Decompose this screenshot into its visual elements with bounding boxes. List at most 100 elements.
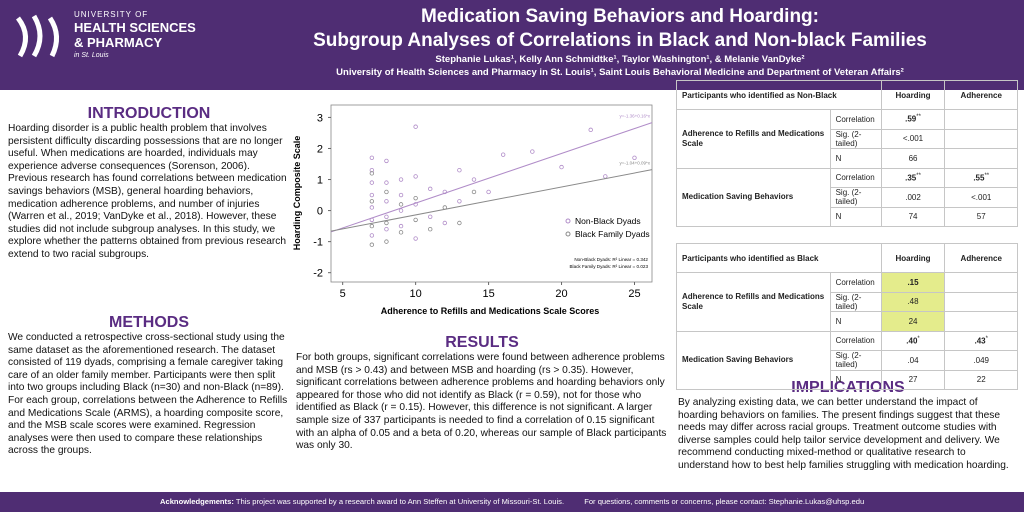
point — [369, 233, 375, 238]
title: Subgroup Analyses of Correlations in Bla… — [313, 30, 927, 51]
point — [457, 199, 462, 204]
plot-area — [330, 104, 653, 283]
stat-label: Sig. (2-tailed) — [829, 187, 882, 208]
point — [369, 155, 375, 160]
stat-label: Correlation — [829, 272, 882, 293]
table: Participants who identified as Non-Black… — [676, 80, 1018, 227]
row: Sig. (2-tailed) .04 .049 — [677, 350, 1018, 371]
x-tick-label: 5 — [340, 288, 346, 300]
chart: Hoarding Composite Scale Adherence to Re… — [292, 104, 653, 316]
point — [384, 220, 389, 226]
value-text: .04 — [907, 355, 919, 365]
value-text: 74 — [908, 212, 918, 222]
value-text: .15 — [907, 277, 919, 287]
point — [442, 220, 448, 226]
significance: * — [985, 335, 988, 342]
row: Adherence to Refills and Medications Sca… — [676, 109, 1018, 169]
stat-label: Sig. (2-tailed) — [829, 128, 882, 149]
point — [398, 202, 404, 207]
logo-line: in St. Louis — [74, 52, 109, 59]
point — [384, 158, 389, 164]
table: Participants who identified as Black Hoar… — [676, 243, 1018, 390]
value-cell — [944, 148, 1018, 169]
value-text: <.001 — [902, 134, 924, 144]
value-cell: .48 — [880, 291, 946, 312]
point — [384, 239, 389, 244]
row: N 66 — [677, 148, 1018, 169]
group-label: Medication Saving Behaviors — [676, 330, 831, 390]
value-cell: .04 — [880, 350, 946, 371]
y-tick-label: 3 — [317, 112, 323, 124]
value-text: .43 — [974, 336, 986, 346]
legend-label: Non-Black Dyads — [575, 216, 641, 226]
y-tick-label: 2 — [317, 143, 323, 155]
value-text: .049 — [973, 355, 990, 365]
point — [398, 230, 404, 235]
title: Medication Saving Behaviors and Hoarding… — [420, 6, 819, 27]
logo-line: HEALTH SCIENCES — [74, 20, 196, 35]
value-cell: .59** — [880, 109, 946, 130]
x-tick-label: 25 — [628, 288, 640, 300]
x-axis-label: Adherence to Refills and Medications Sca… — [381, 306, 600, 316]
stat-label: Correlation — [829, 109, 882, 130]
value-cell: <.001 — [880, 128, 946, 149]
value-text: 24 — [908, 316, 918, 326]
y-axis-label: Hoarding Composite Scale — [292, 136, 302, 251]
header-cell: Adherence — [944, 80, 1018, 110]
paragraph: By analyzing existing data, we can bette… — [678, 397, 1009, 471]
point — [559, 164, 564, 170]
affiliations: University of Health Sciences and Pharma… — [336, 67, 904, 78]
value-cell — [944, 291, 1018, 312]
point — [457, 220, 462, 226]
point — [398, 192, 404, 198]
point — [413, 195, 418, 201]
point — [384, 199, 389, 204]
stat-label: Sig. (2-tailed) — [829, 350, 882, 371]
trendline — [330, 169, 653, 232]
point — [428, 214, 433, 219]
stat-label: Sig. (2-tailed) — [829, 291, 882, 312]
value-cell: .002 — [880, 187, 946, 208]
row: Medication Saving Behaviors Correlation .4… — [676, 330, 1018, 390]
legend-label: Black Family Dyads — [575, 229, 650, 239]
logo-line: UNIVERSITY OF — [74, 10, 149, 19]
point — [588, 127, 593, 133]
value-cell — [944, 311, 1018, 332]
value-cell — [944, 128, 1018, 149]
point — [369, 205, 375, 210]
contact: For questions, comments or concerns, ple… — [584, 497, 865, 506]
point — [369, 223, 375, 229]
value-text: .59 — [905, 115, 917, 125]
point — [457, 168, 462, 173]
row: Adherence to Refills and Medications Sca… — [676, 272, 1018, 332]
point — [442, 189, 448, 195]
x-tick-label: 15 — [482, 288, 494, 300]
point — [384, 227, 389, 232]
annotation: Black Family Dyads: R² Linear = 0.023 — [569, 264, 648, 269]
point — [428, 227, 433, 232]
stat-label: N — [829, 206, 882, 227]
ack-text: This project was supported by a research… — [235, 497, 565, 506]
value-text: 66 — [908, 153, 918, 163]
value-cell: 57 — [944, 206, 1018, 227]
point — [413, 202, 418, 207]
value-cell: .35** — [880, 167, 946, 188]
annotation: Non-Black Dyads: R² Linear = 0.342 — [574, 257, 648, 262]
point — [398, 208, 404, 213]
legend-marker — [565, 231, 571, 237]
value-cell — [944, 109, 1018, 130]
point — [413, 174, 418, 179]
significance: ** — [984, 172, 990, 179]
point — [369, 171, 375, 176]
significance: * — [917, 335, 920, 342]
methods: METHODS We conducted a retrospective cro… — [8, 314, 290, 458]
stat-label: Correlation — [829, 330, 882, 351]
point — [369, 192, 375, 198]
value-cell: 66 — [880, 148, 946, 169]
value-cell: .15 — [880, 272, 946, 293]
trendline-label: y=-1.36+0.16*x — [619, 114, 650, 119]
point — [398, 223, 404, 229]
group-label: Medication Saving Behaviors — [676, 167, 831, 227]
implications: IMPLICATIONS By analyzing existing data,… — [678, 379, 1018, 473]
header-row: Participants who identified as Non-Black… — [676, 80, 1018, 110]
